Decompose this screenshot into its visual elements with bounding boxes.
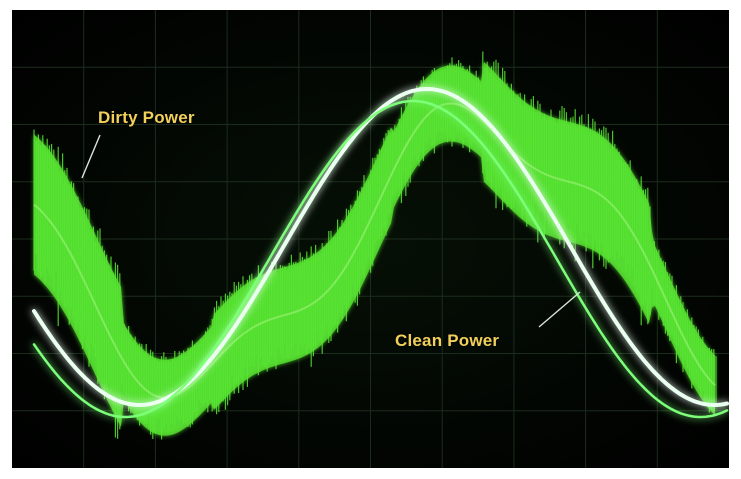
clean-power-trace bbox=[32, 86, 729, 408]
dirty-power-label: Dirty Power bbox=[98, 108, 195, 127]
clean-power-label: Clean Power bbox=[395, 331, 500, 350]
clean-power-waveform bbox=[32, 86, 729, 419]
scope-graticule bbox=[12, 10, 729, 468]
dirty-power-waveform bbox=[33, 51, 717, 440]
dirty-power-pointer bbox=[81, 134, 101, 179]
clean-power-pointer bbox=[538, 291, 581, 328]
oscilloscope-photo: Dirty Power Clean Power bbox=[12, 10, 729, 468]
dirty-power-core bbox=[33, 102, 716, 399]
clean-power-trace-echo bbox=[32, 99, 729, 419]
oscilloscope-screen bbox=[12, 10, 729, 468]
